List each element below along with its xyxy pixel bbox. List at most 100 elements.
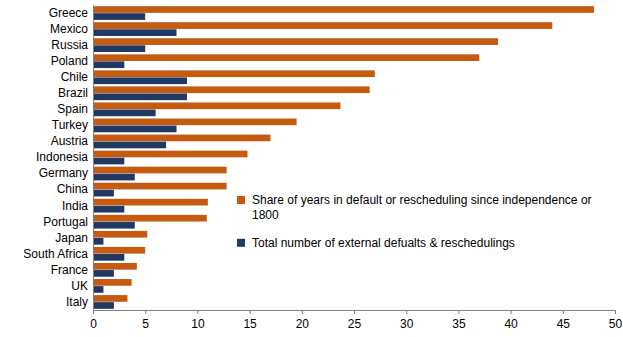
tick: Italy xyxy=(66,295,93,309)
tick: 0 xyxy=(90,310,97,331)
tick-label: China xyxy=(57,182,89,196)
bar xyxy=(93,38,498,45)
bar xyxy=(93,199,208,206)
bar xyxy=(93,45,145,52)
tick-mark xyxy=(511,310,512,314)
tick-label: Germany xyxy=(39,166,88,180)
series xyxy=(93,13,187,309)
tick-mark xyxy=(563,310,564,314)
tick-mark xyxy=(145,310,146,314)
tick-mark xyxy=(302,310,303,314)
tick-label: Brazil xyxy=(58,86,88,100)
tick: Russia xyxy=(51,38,93,52)
bar xyxy=(93,279,132,286)
tick-mark xyxy=(250,310,251,314)
tick-mark xyxy=(406,310,407,314)
tick-label: Greece xyxy=(49,6,89,20)
bar xyxy=(93,174,135,181)
tick-label: France xyxy=(51,263,89,277)
tick: 15 xyxy=(243,310,257,331)
bar xyxy=(93,6,594,13)
legend-swatch xyxy=(237,239,245,247)
bar xyxy=(93,61,124,68)
bar xyxy=(93,158,124,165)
tick: France xyxy=(51,263,93,277)
bar xyxy=(93,231,147,238)
bar xyxy=(93,183,227,190)
tick-label: Portugal xyxy=(43,215,88,229)
y-axis: Greece Mexico Russia Poland Chile Brazil Spain… xyxy=(23,6,93,311)
axis-line xyxy=(93,6,94,311)
tick: China xyxy=(57,182,93,196)
bar xyxy=(93,215,207,222)
tick: Portugal xyxy=(43,215,93,229)
bar xyxy=(93,110,156,117)
bar xyxy=(93,135,270,142)
tick: Germany xyxy=(39,166,93,180)
tick-mark xyxy=(354,310,355,314)
bar xyxy=(93,302,114,309)
bar xyxy=(93,238,103,245)
bar xyxy=(93,13,145,20)
legend-swatch xyxy=(237,196,245,204)
tick-label: Chile xyxy=(61,70,89,84)
tick-label: 20 xyxy=(296,317,310,331)
bar xyxy=(93,247,145,254)
tick: 20 xyxy=(296,310,310,331)
tick: 25 xyxy=(348,310,362,331)
tick-label: Italy xyxy=(66,295,88,309)
bar xyxy=(93,270,114,277)
tick-label: 45 xyxy=(557,317,571,331)
axis-line xyxy=(94,311,616,315)
tick-label: South Africa xyxy=(23,247,88,261)
bar xyxy=(93,263,137,270)
tick: 10 xyxy=(191,310,205,331)
tick: Spain xyxy=(57,102,93,116)
tick: India xyxy=(62,198,93,212)
bar xyxy=(93,286,103,293)
tick-label: UK xyxy=(71,279,88,293)
tick-label: 30 xyxy=(400,317,414,331)
tick-label: 5 xyxy=(142,317,149,331)
tick: 5 xyxy=(142,310,149,331)
tick-label: 0 xyxy=(90,317,97,331)
tick: Japan xyxy=(55,231,93,245)
tick-label: Russia xyxy=(51,38,88,52)
tick: UK xyxy=(71,279,93,293)
bar xyxy=(93,222,135,229)
tick-label: 40 xyxy=(504,317,518,331)
tick: Turkey xyxy=(52,118,93,132)
bar xyxy=(93,206,124,213)
bar xyxy=(93,77,187,84)
tick: South Africa xyxy=(23,247,93,261)
series xyxy=(93,6,594,302)
tick-label: Turkey xyxy=(52,118,88,132)
bar xyxy=(93,119,297,126)
tick-mark xyxy=(615,310,616,314)
bar xyxy=(93,102,340,109)
chart: 05101520253035404550GreeceMexicoRussiaPo… xyxy=(0,0,623,337)
tick: 40 xyxy=(504,310,518,331)
tick-label: Spain xyxy=(57,102,88,116)
tick-label: Poland xyxy=(51,54,88,68)
tick-label: 10 xyxy=(191,317,205,331)
plot: 05101520253035404550GreeceMexicoRussiaPo… xyxy=(23,6,622,331)
tick: Brazil xyxy=(58,86,93,100)
tick: Austria xyxy=(51,134,93,148)
bar xyxy=(93,254,124,261)
tick: Mexico xyxy=(50,22,93,36)
tick: 30 xyxy=(400,310,414,331)
bar xyxy=(93,190,114,197)
tick-mark xyxy=(197,310,198,314)
bar xyxy=(93,151,248,158)
legend-label: Share of years in default or reschedulin… xyxy=(252,193,592,221)
tick-label: Austria xyxy=(51,134,89,148)
bar xyxy=(93,167,227,174)
bar xyxy=(93,29,177,36)
bar xyxy=(93,142,166,149)
tick-label: 15 xyxy=(243,317,257,331)
bar xyxy=(93,93,187,100)
legend-label: Total number of external defualts & resc… xyxy=(252,236,515,250)
tick-label: 35 xyxy=(452,317,466,331)
bar xyxy=(93,70,375,77)
